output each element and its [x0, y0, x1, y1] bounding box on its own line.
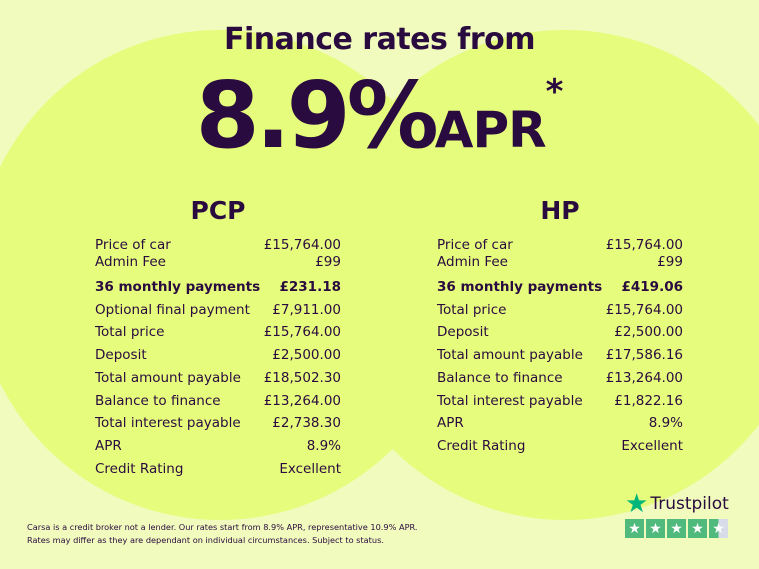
trustpilot-name: Trustpilot	[650, 494, 729, 514]
pcp-table: PCP Price of car £15,764.00 Admin Fee £99 36…	[95, 196, 341, 480]
row-label: Credit Rating	[95, 460, 184, 477]
row-label: Price of car	[437, 237, 513, 253]
table-row: Total interest payable £2,738.30	[95, 412, 341, 435]
row-label: Credit Rating	[437, 437, 526, 454]
headline: Finance rates from	[223, 22, 536, 57]
row-value: £2,738.30	[272, 415, 341, 432]
hp-title: HP	[540, 196, 580, 225]
row-label: 36 monthly payments	[437, 279, 603, 295]
decorative-circle-left	[0, 30, 465, 520]
trustpilot-rating: ★ ★ ★ ★ ★	[625, 519, 735, 538]
row-label: Total price	[437, 301, 507, 318]
table-row: APR 8.9%	[95, 435, 341, 458]
row-value: £13,264.00	[605, 369, 683, 386]
row-label: APR	[437, 415, 464, 432]
star-icon: ★	[646, 519, 665, 538]
rate-asterisk: *	[545, 72, 564, 112]
row-label: Total amount payable	[95, 369, 241, 386]
row-label: Admin Fee	[437, 254, 508, 270]
row-label: Deposit	[437, 324, 489, 341]
row-label: Total interest payable	[95, 415, 241, 432]
table-row: Total price £15,764.00	[95, 321, 341, 344]
table-row: APR 8.9%	[437, 412, 683, 435]
row-label: Balance to finance	[95, 392, 221, 409]
table-row: Credit Rating Excellent	[95, 458, 341, 481]
disclaimer-line-2: Rates may differ as they are dependant o…	[27, 534, 384, 545]
rate-apr: APR	[434, 101, 547, 159]
row-value: £15,764.00	[263, 324, 341, 341]
row-value: £18,502.30	[263, 369, 341, 386]
star-icon: ★	[667, 519, 686, 538]
table-row: Deposit £2,500.00	[437, 321, 683, 344]
row-label: Total price	[95, 324, 165, 341]
row-value: £99	[657, 254, 683, 270]
table-row: 36 monthly payments £419.06	[437, 276, 683, 299]
table-row: Price of car £15,764.00	[437, 237, 683, 254]
table-row: Price of car £15,764.00	[95, 237, 341, 254]
row-value: £419.06	[621, 279, 684, 295]
decorative-circle-right	[320, 30, 759, 520]
row-value: £231.18	[279, 279, 342, 295]
table-row: Deposit £2,500.00	[95, 344, 341, 367]
trustpilot-badge[interactable]: ★ Trustpilot ★ ★ ★ ★ ★	[625, 489, 735, 538]
table-row: Total price £15,764.00	[437, 299, 683, 322]
pcp-title: PCP	[190, 196, 246, 225]
row-value: £15,764.00	[605, 237, 683, 253]
trustpilot-star-icon: ★	[625, 489, 649, 519]
row-label: Optional final payment	[95, 301, 250, 318]
row-value: Excellent	[279, 460, 341, 477]
row-label: Price of car	[95, 237, 171, 253]
row-value: £2,500.00	[272, 347, 341, 364]
rate-value: 8.9%	[195, 62, 439, 169]
row-value: £15,764.00	[605, 301, 683, 318]
disclaimer-line-1: Carsa is a credit broker not a lender. O…	[27, 522, 418, 532]
row-value: £7,911.00	[272, 301, 341, 318]
row-label: Admin Fee	[95, 254, 166, 270]
row-value: £99	[315, 254, 341, 270]
row-label: Total interest payable	[437, 392, 583, 409]
row-value: £13,264.00	[263, 392, 341, 409]
table-row: Credit Rating Excellent	[437, 435, 683, 458]
rate-display: 8.9%APR*	[0, 62, 759, 169]
table-row: Balance to finance £13,264.00	[95, 390, 341, 413]
table-row: Total amount payable £18,502.30	[95, 367, 341, 390]
row-label: APR	[95, 437, 122, 454]
row-label: Total amount payable	[437, 347, 583, 364]
row-value: £15,764.00	[263, 237, 341, 253]
row-value: £2,500.00	[614, 324, 683, 341]
table-row: Admin Fee £99	[95, 254, 341, 271]
row-value: £17,586.16	[605, 347, 683, 364]
row-value: 8.9%	[648, 415, 683, 432]
table-row: 36 monthly payments £231.18	[95, 276, 341, 299]
row-label: Balance to finance	[437, 369, 563, 386]
table-row: Total interest payable £1,822.16	[437, 390, 683, 413]
star-icon: ★	[625, 519, 644, 538]
table-row: Optional final payment £7,911.00	[95, 299, 341, 322]
table-row: Admin Fee £99	[437, 254, 683, 271]
row-value: 8.9%	[306, 437, 341, 454]
row-label: Deposit	[95, 347, 147, 364]
hp-table: HP Price of car £15,764.00 Admin Fee £99 36 …	[437, 196, 683, 458]
half-star-icon: ★	[709, 519, 728, 538]
star-icon: ★	[688, 519, 707, 538]
table-row: Total amount payable £17,586.16	[437, 344, 683, 367]
row-value: £1,822.16	[614, 392, 683, 409]
row-value: Excellent	[621, 437, 683, 454]
row-label: 36 monthly payments	[95, 279, 261, 295]
table-row: Balance to finance £13,264.00	[437, 367, 683, 390]
disclaimer: Carsa is a credit broker not a lender. O…	[27, 521, 447, 546]
